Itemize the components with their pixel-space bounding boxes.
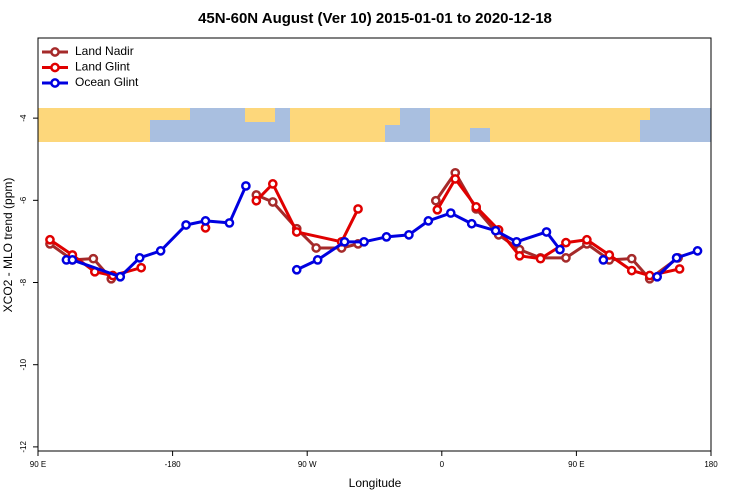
legend-label: Ocean Glint <box>75 75 139 89</box>
series-marker <box>200 216 211 226</box>
x-tick-label: -180 <box>165 460 182 469</box>
y-tick-label: -10 <box>19 358 28 370</box>
series-marker <box>490 225 501 236</box>
series-marker <box>312 255 323 265</box>
series-marker <box>652 271 663 282</box>
series-marker <box>644 270 655 281</box>
series-marker <box>155 246 166 256</box>
series-marker <box>267 197 278 207</box>
y-tick-label: -6 <box>19 196 28 204</box>
x-tick-label: 90 E <box>30 460 46 469</box>
series-marker <box>136 262 147 273</box>
series-marker <box>466 218 477 229</box>
series-marker <box>432 204 443 215</box>
series-marker <box>514 250 525 261</box>
series-marker <box>88 253 99 264</box>
plot-frame <box>37 37 712 452</box>
series-marker <box>671 253 682 263</box>
series-marker <box>339 236 350 247</box>
series-marker <box>359 236 369 247</box>
series-marker <box>241 181 251 191</box>
series-marker <box>674 264 685 274</box>
series-marker <box>115 271 126 282</box>
x-tick-label: 180 <box>704 460 718 469</box>
series-marker <box>626 265 637 276</box>
series-marker <box>535 253 546 264</box>
chart-title: 45N-60N August (Ver 10) 2015-01-01 to 20… <box>198 10 552 27</box>
x-tick-label: 90 W <box>298 460 317 469</box>
series-marker <box>45 234 55 245</box>
legend-marker <box>50 78 60 88</box>
series-marker <box>311 243 322 253</box>
series-marker <box>267 179 278 189</box>
series-marker <box>291 227 302 237</box>
series-marker <box>67 255 78 265</box>
series-marker <box>582 234 592 245</box>
x-tick-label: 0 <box>440 460 445 469</box>
series-marker <box>511 236 522 247</box>
series-marker <box>598 255 609 265</box>
series-marker <box>604 250 615 260</box>
legend-label: Land Nadir <box>75 44 134 58</box>
series-marker <box>555 244 565 255</box>
series-marker <box>181 220 191 230</box>
y-tick-label: -8 <box>19 278 28 286</box>
series-marker <box>224 218 235 228</box>
series-marker <box>404 229 414 240</box>
legend-marker <box>50 47 60 57</box>
x-axis-label: Longitude <box>349 476 402 490</box>
map-strip <box>38 108 711 142</box>
series-line <box>255 182 360 244</box>
series-marker <box>445 208 456 218</box>
series-marker <box>450 174 461 184</box>
series-marker <box>381 232 392 242</box>
series-marker <box>423 216 434 226</box>
legend-marker <box>50 62 60 73</box>
y-tick-label: -12 <box>19 441 28 453</box>
y-axis-label: XCO2 - MLO trend (ppm) <box>1 178 15 313</box>
series-marker <box>561 237 571 248</box>
series-marker <box>692 246 703 256</box>
series-marker <box>251 195 262 206</box>
legend-label: Land Glint <box>75 60 130 74</box>
series-line <box>49 242 113 280</box>
series-marker <box>134 253 145 263</box>
series-marker <box>541 227 552 237</box>
series-marker <box>291 264 302 275</box>
y-tick-label: -4 <box>19 114 28 122</box>
x-tick-label: 90 E <box>568 460 584 469</box>
series-marker <box>626 253 637 264</box>
series-marker <box>430 195 441 206</box>
series-marker <box>471 202 482 212</box>
series-marker <box>561 253 571 263</box>
series-marker <box>353 204 363 214</box>
